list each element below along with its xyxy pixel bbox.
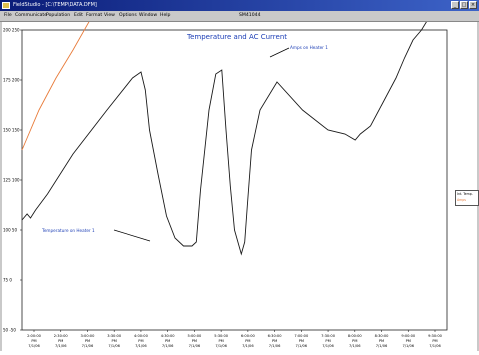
x-tick-label: 5:00:00 — [187, 334, 202, 338]
title-bar[interactable]: FieldStudio - [C:\TEMP\DATA.DFM] _ □ × — [0, 0, 479, 11]
y-tick-label: 50 -50 — [3, 328, 16, 333]
chart-area[interactable]: Temperature and AC Current 200 250 175 20… — [2, 22, 477, 351]
serial-number: SM41044 — [239, 11, 261, 21]
x-tick-label: 7/1/06 — [242, 344, 254, 348]
x-axis: 2:00:00PM7/1/062:30:00PM7/1/063:00:00PM7… — [27, 330, 443, 348]
x-tick-label: 7/1/06 — [28, 344, 40, 348]
x-tick-label: PM — [112, 339, 117, 343]
x-tick-label: PM — [272, 339, 277, 343]
close-button[interactable]: × — [469, 1, 477, 9]
x-tick-label: 4:00:00 — [134, 334, 149, 338]
menu-edit[interactable]: Edit — [74, 11, 83, 21]
x-tick-label: 7/1/06 — [349, 344, 361, 348]
menu-help[interactable]: Help — [160, 11, 170, 21]
x-tick-label: 7/1/06 — [108, 344, 120, 348]
x-tick-label: 3:30:00 — [107, 334, 122, 338]
chart-title: Temperature and AC Current — [186, 33, 287, 41]
x-tick-label: 7:00:00 — [294, 334, 309, 338]
y-tick-label: 200 250 — [3, 28, 20, 33]
x-tick-label: 4:30:00 — [161, 334, 176, 338]
legend-int-temp: Int. Temp. — [457, 192, 473, 196]
x-tick-label: 7/1/06 — [376, 344, 388, 348]
app-icon[interactable] — [2, 2, 10, 9]
chart-svg: Temperature and AC Current 200 250 175 20… — [2, 22, 477, 351]
x-tick-label: 6:30:00 — [268, 334, 283, 338]
x-tick-label: 7/1/06 — [269, 344, 281, 348]
menu-view[interactable]: View — [104, 11, 115, 21]
x-tick-label: 9:30:00 — [428, 334, 443, 338]
x-tick-label: PM — [432, 339, 437, 343]
menu-communicate[interactable]: Communicate — [15, 11, 47, 21]
x-tick-label: 7/1/06 — [135, 344, 147, 348]
plot-frame — [22, 30, 447, 330]
x-tick-label: PM — [218, 339, 223, 343]
x-tick-label: 6:00:00 — [241, 334, 256, 338]
x-tick-label: 7/1/06 — [296, 344, 308, 348]
series-line-int-temp — [22, 22, 447, 254]
y-tick-label: 175 200 — [3, 78, 20, 83]
series-lines — [22, 22, 447, 254]
x-tick-label: PM — [299, 339, 304, 343]
maximize-button[interactable]: □ — [460, 1, 468, 9]
x-tick-label: 7/1/06 — [82, 344, 94, 348]
y-tick-label: 100 50 — [3, 228, 17, 233]
menu-options[interactable]: Options — [119, 11, 137, 21]
x-tick-label: PM — [379, 339, 384, 343]
y-tick-label: 75 0 — [3, 278, 12, 283]
x-tick-label: 7/1/06 — [402, 344, 414, 348]
annotation-arrow-temp — [114, 230, 150, 241]
menu-population[interactable]: Population — [46, 11, 70, 21]
annotation-temp: Temperature on Heater 1 — [41, 228, 95, 233]
x-tick-label: 3:00:00 — [81, 334, 96, 338]
annotation-arrow-amps — [270, 48, 289, 57]
menu-window[interactable]: Window — [139, 11, 157, 21]
x-tick-label: PM — [325, 339, 330, 343]
x-tick-label: PM — [192, 339, 197, 343]
window-title: FieldStudio - [C:\TEMP\DATA.DFM] — [13, 0, 97, 11]
x-tick-label: 7/1/06 — [162, 344, 174, 348]
legend-amps: Amps — [457, 198, 466, 202]
x-tick-label: 7/1/06 — [189, 344, 201, 348]
annotation-amps: Amps on Heater 1 — [290, 45, 328, 50]
x-tick-label: 2:00:00 — [27, 334, 42, 338]
x-tick-label: PM — [165, 339, 170, 343]
x-tick-label: PM — [85, 339, 90, 343]
y-axis: 200 250 175 200 150 150 125 100 100 50 75 0 50… — [3, 28, 22, 333]
minimize-button[interactable]: _ — [451, 1, 459, 9]
legend: Int. Temp. Amps — [455, 190, 479, 206]
x-tick-label: PM — [58, 339, 63, 343]
x-tick-label: 7/1/06 — [55, 344, 67, 348]
x-tick-label: PM — [245, 339, 250, 343]
y-tick-label: 150 150 — [3, 128, 20, 133]
menu-bar: File Communicate Population Edit Format … — [0, 11, 479, 22]
menu-file[interactable]: File — [4, 11, 12, 21]
x-tick-label: 7/1/06 — [322, 344, 334, 348]
x-tick-label: PM — [31, 339, 36, 343]
x-tick-label: PM — [352, 339, 357, 343]
x-tick-label: 7/1/06 — [215, 344, 227, 348]
x-tick-label: 8:00:00 — [348, 334, 363, 338]
series-line-amps — [22, 22, 447, 150]
x-tick-label: 2:30:00 — [54, 334, 69, 338]
x-tick-label: 7/1/06 — [429, 344, 441, 348]
x-tick-label: 9:00:00 — [401, 334, 416, 338]
x-tick-label: 5:30:00 — [214, 334, 229, 338]
x-tick-label: PM — [406, 339, 411, 343]
window-controls: _ □ × — [451, 1, 477, 9]
menu-format[interactable]: Format — [86, 11, 102, 21]
x-tick-label: 8:30:00 — [375, 334, 390, 338]
y-tick-label: 125 100 — [3, 178, 20, 183]
x-tick-label: PM — [138, 339, 143, 343]
x-tick-label: 7:30:00 — [321, 334, 336, 338]
